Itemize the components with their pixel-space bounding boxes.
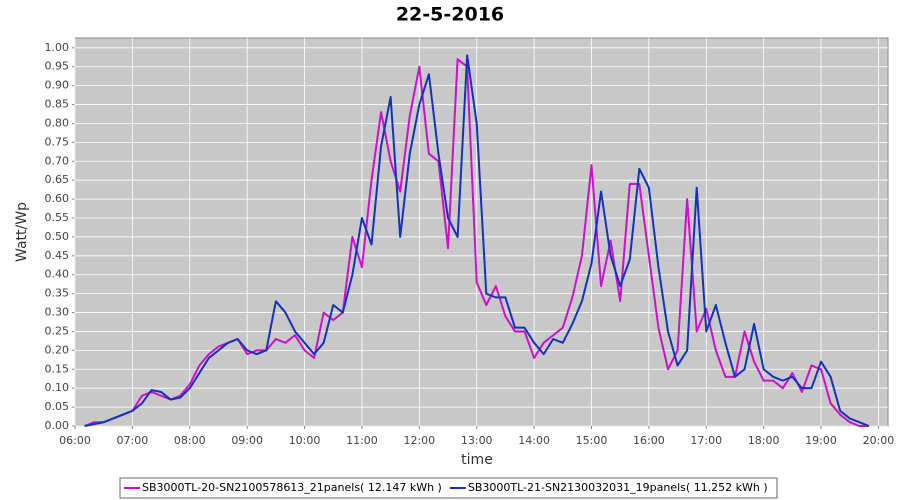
y-tick-label: 0.20: [45, 343, 70, 356]
y-tick-label: 0.35: [45, 287, 70, 300]
y-tick-label: 0.30: [45, 306, 70, 319]
y-tick-label: 0.15: [45, 362, 70, 375]
x-tick-label: 13:00: [461, 434, 493, 447]
x-axis-label: time: [461, 452, 493, 468]
y-tick-label: 0.40: [45, 268, 70, 281]
y-tick-label: 0.00: [45, 419, 70, 432]
legend-label: SB3000TL-20-SN2100578613_21panels( 12.14…: [142, 481, 442, 494]
y-tick-label: 0.85: [45, 98, 70, 111]
x-tick-label: 11:00: [346, 434, 378, 447]
y-tick-label: 0.05: [45, 400, 70, 413]
y-tick-label: 0.65: [45, 173, 70, 186]
plot-area: [74, 37, 889, 427]
y-tick-label: 0.55: [45, 211, 70, 224]
y-tick-label: 0.45: [45, 249, 70, 262]
x-tick-label: 10:00: [289, 434, 321, 447]
x-tick-label: 09:00: [231, 434, 263, 447]
x-tick-label: 14:00: [518, 434, 550, 447]
y-tick-label: 0.95: [45, 60, 70, 73]
series-line: [84, 54, 870, 427]
x-tick-label: 12:00: [403, 434, 435, 447]
y-tick-label: 1.00: [45, 41, 70, 54]
legend-box: [119, 477, 778, 499]
x-tick-label: 16:00: [633, 434, 665, 447]
y-tick-label: 0.80: [45, 116, 70, 129]
chart-title: 22-5-2016: [396, 4, 504, 26]
x-tick-label: 07:00: [117, 434, 149, 447]
y-tick-label: 0.50: [45, 230, 70, 243]
y-tick-label: 0.25: [45, 324, 70, 337]
y-tick-label: 0.75: [45, 135, 70, 148]
x-tick-label: 18:00: [748, 434, 780, 447]
x-tick-label: 08:00: [174, 434, 206, 447]
y-tick-label: 0.70: [45, 154, 70, 167]
series-line: [84, 58, 869, 427]
x-tick-label: 17:00: [690, 434, 722, 447]
y-tick-label: 0.10: [45, 381, 70, 394]
legend-label: SB3000TL-21-SN2130032031_19panels( 11.25…: [468, 481, 768, 494]
x-tick-label: 06:00: [59, 434, 91, 447]
x-tick-label: 20:00: [863, 434, 895, 447]
x-tick-label: 19:00: [805, 434, 837, 447]
y-tick-label: 0.90: [45, 79, 70, 92]
y-tick-label: 0.60: [45, 192, 70, 205]
x-tick-label: 15:00: [576, 434, 608, 447]
y-axis-label: Watt/Wp: [14, 202, 30, 262]
